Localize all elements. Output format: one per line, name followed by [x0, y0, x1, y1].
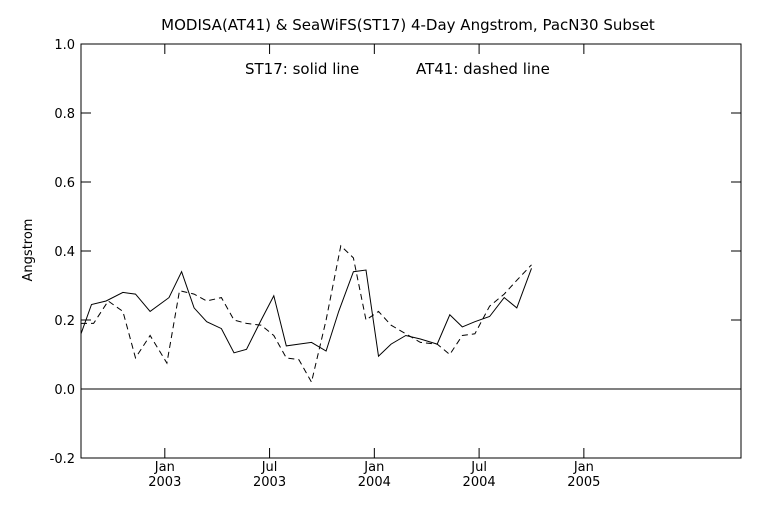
- y-axis-label: Angstrom: [21, 219, 36, 282]
- y-tick-label: 1.0: [54, 38, 75, 53]
- series-line-at41: [81, 244, 532, 384]
- x-tick-label-month: Jan: [363, 460, 384, 475]
- x-tick-label-year: 2004: [463, 475, 496, 490]
- x-tick-label-year: 2004: [358, 475, 391, 490]
- x-tick-label-month: Jan: [573, 460, 594, 475]
- y-tick-label: -0.2: [50, 452, 75, 467]
- series-line-st17: [81, 268, 532, 358]
- x-tick-label-month: Jul: [261, 460, 278, 475]
- y-tick-label: 0.8: [54, 107, 75, 122]
- chart-title: MODISA(AT41) & SeaWiFS(ST17) 4-Day Angst…: [161, 16, 655, 34]
- x-tick-label-year: 2003: [253, 475, 286, 490]
- legend-note-at41: AT41: dashed line: [416, 60, 550, 78]
- x-tick-label-month: Jan: [154, 460, 175, 475]
- x-tick-label-year: 2003: [148, 475, 181, 490]
- y-tick-label: 0.4: [54, 245, 75, 260]
- plot-frame: [80, 43, 742, 459]
- y-tick-label: 0.6: [54, 176, 75, 191]
- x-tick-label-month: Jul: [470, 460, 487, 475]
- y-tick-label: 0.0: [54, 383, 75, 398]
- y-tick-label: 0.2: [54, 314, 75, 329]
- legend-note-st17: ST17: solid line: [245, 60, 359, 78]
- x-tick-label-year: 2005: [567, 475, 600, 490]
